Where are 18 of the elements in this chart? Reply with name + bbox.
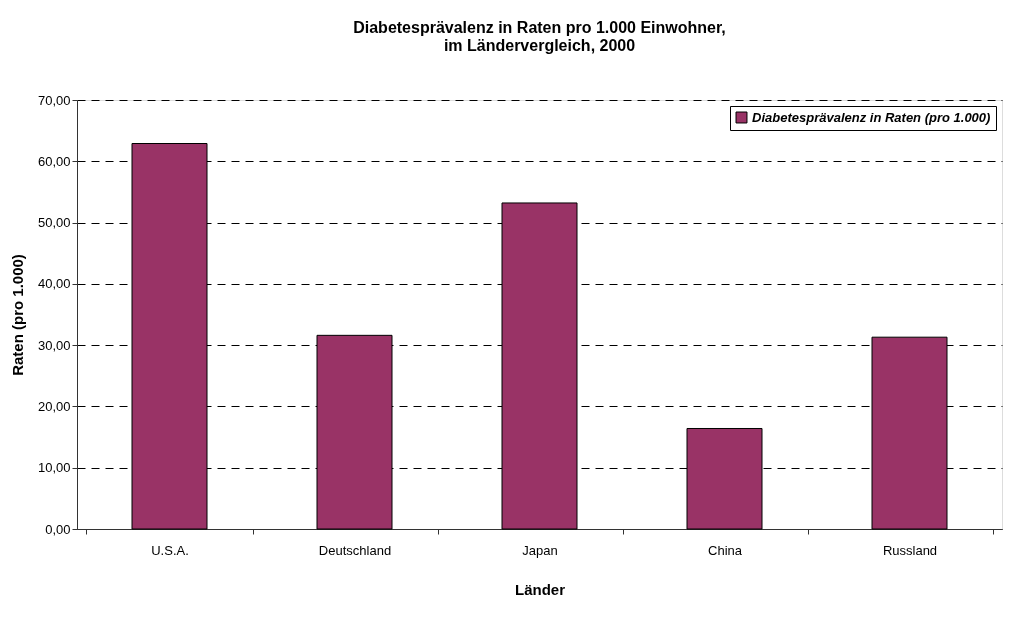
text: im Ländervergleich, 2000 xyxy=(443,37,636,54)
legend-label: Diabetesprävalenz in Raten (pro 1.000) xyxy=(752,109,991,125)
y-tick-label: 50,00 xyxy=(37,215,71,231)
x-axis-title: Länder xyxy=(514,580,566,598)
y-axis-title: Raten (pro 1.000) xyxy=(8,254,26,376)
y-tick-label: 0,00 xyxy=(45,521,71,537)
text: Diabetesprävalenz in Raten pro 1.000 Einwohner, xyxy=(353,19,726,36)
y-tick-label: 40,00 xyxy=(37,276,71,292)
y-tick-label: 30,00 xyxy=(37,337,71,353)
x-tick-label: China xyxy=(708,542,743,558)
y-tick-label: 70,00 xyxy=(37,92,71,108)
x-tick-label: Deutschland xyxy=(318,542,392,558)
y-tick-label: 20,00 xyxy=(37,398,71,414)
y-tick-label: 60,00 xyxy=(37,153,71,169)
x-tick-label: Japan xyxy=(522,542,558,558)
y-tick-label: 10,00 xyxy=(37,460,71,476)
x-tick-label: U.S.A. xyxy=(151,542,189,558)
x-tick-label: Russland xyxy=(882,542,938,558)
